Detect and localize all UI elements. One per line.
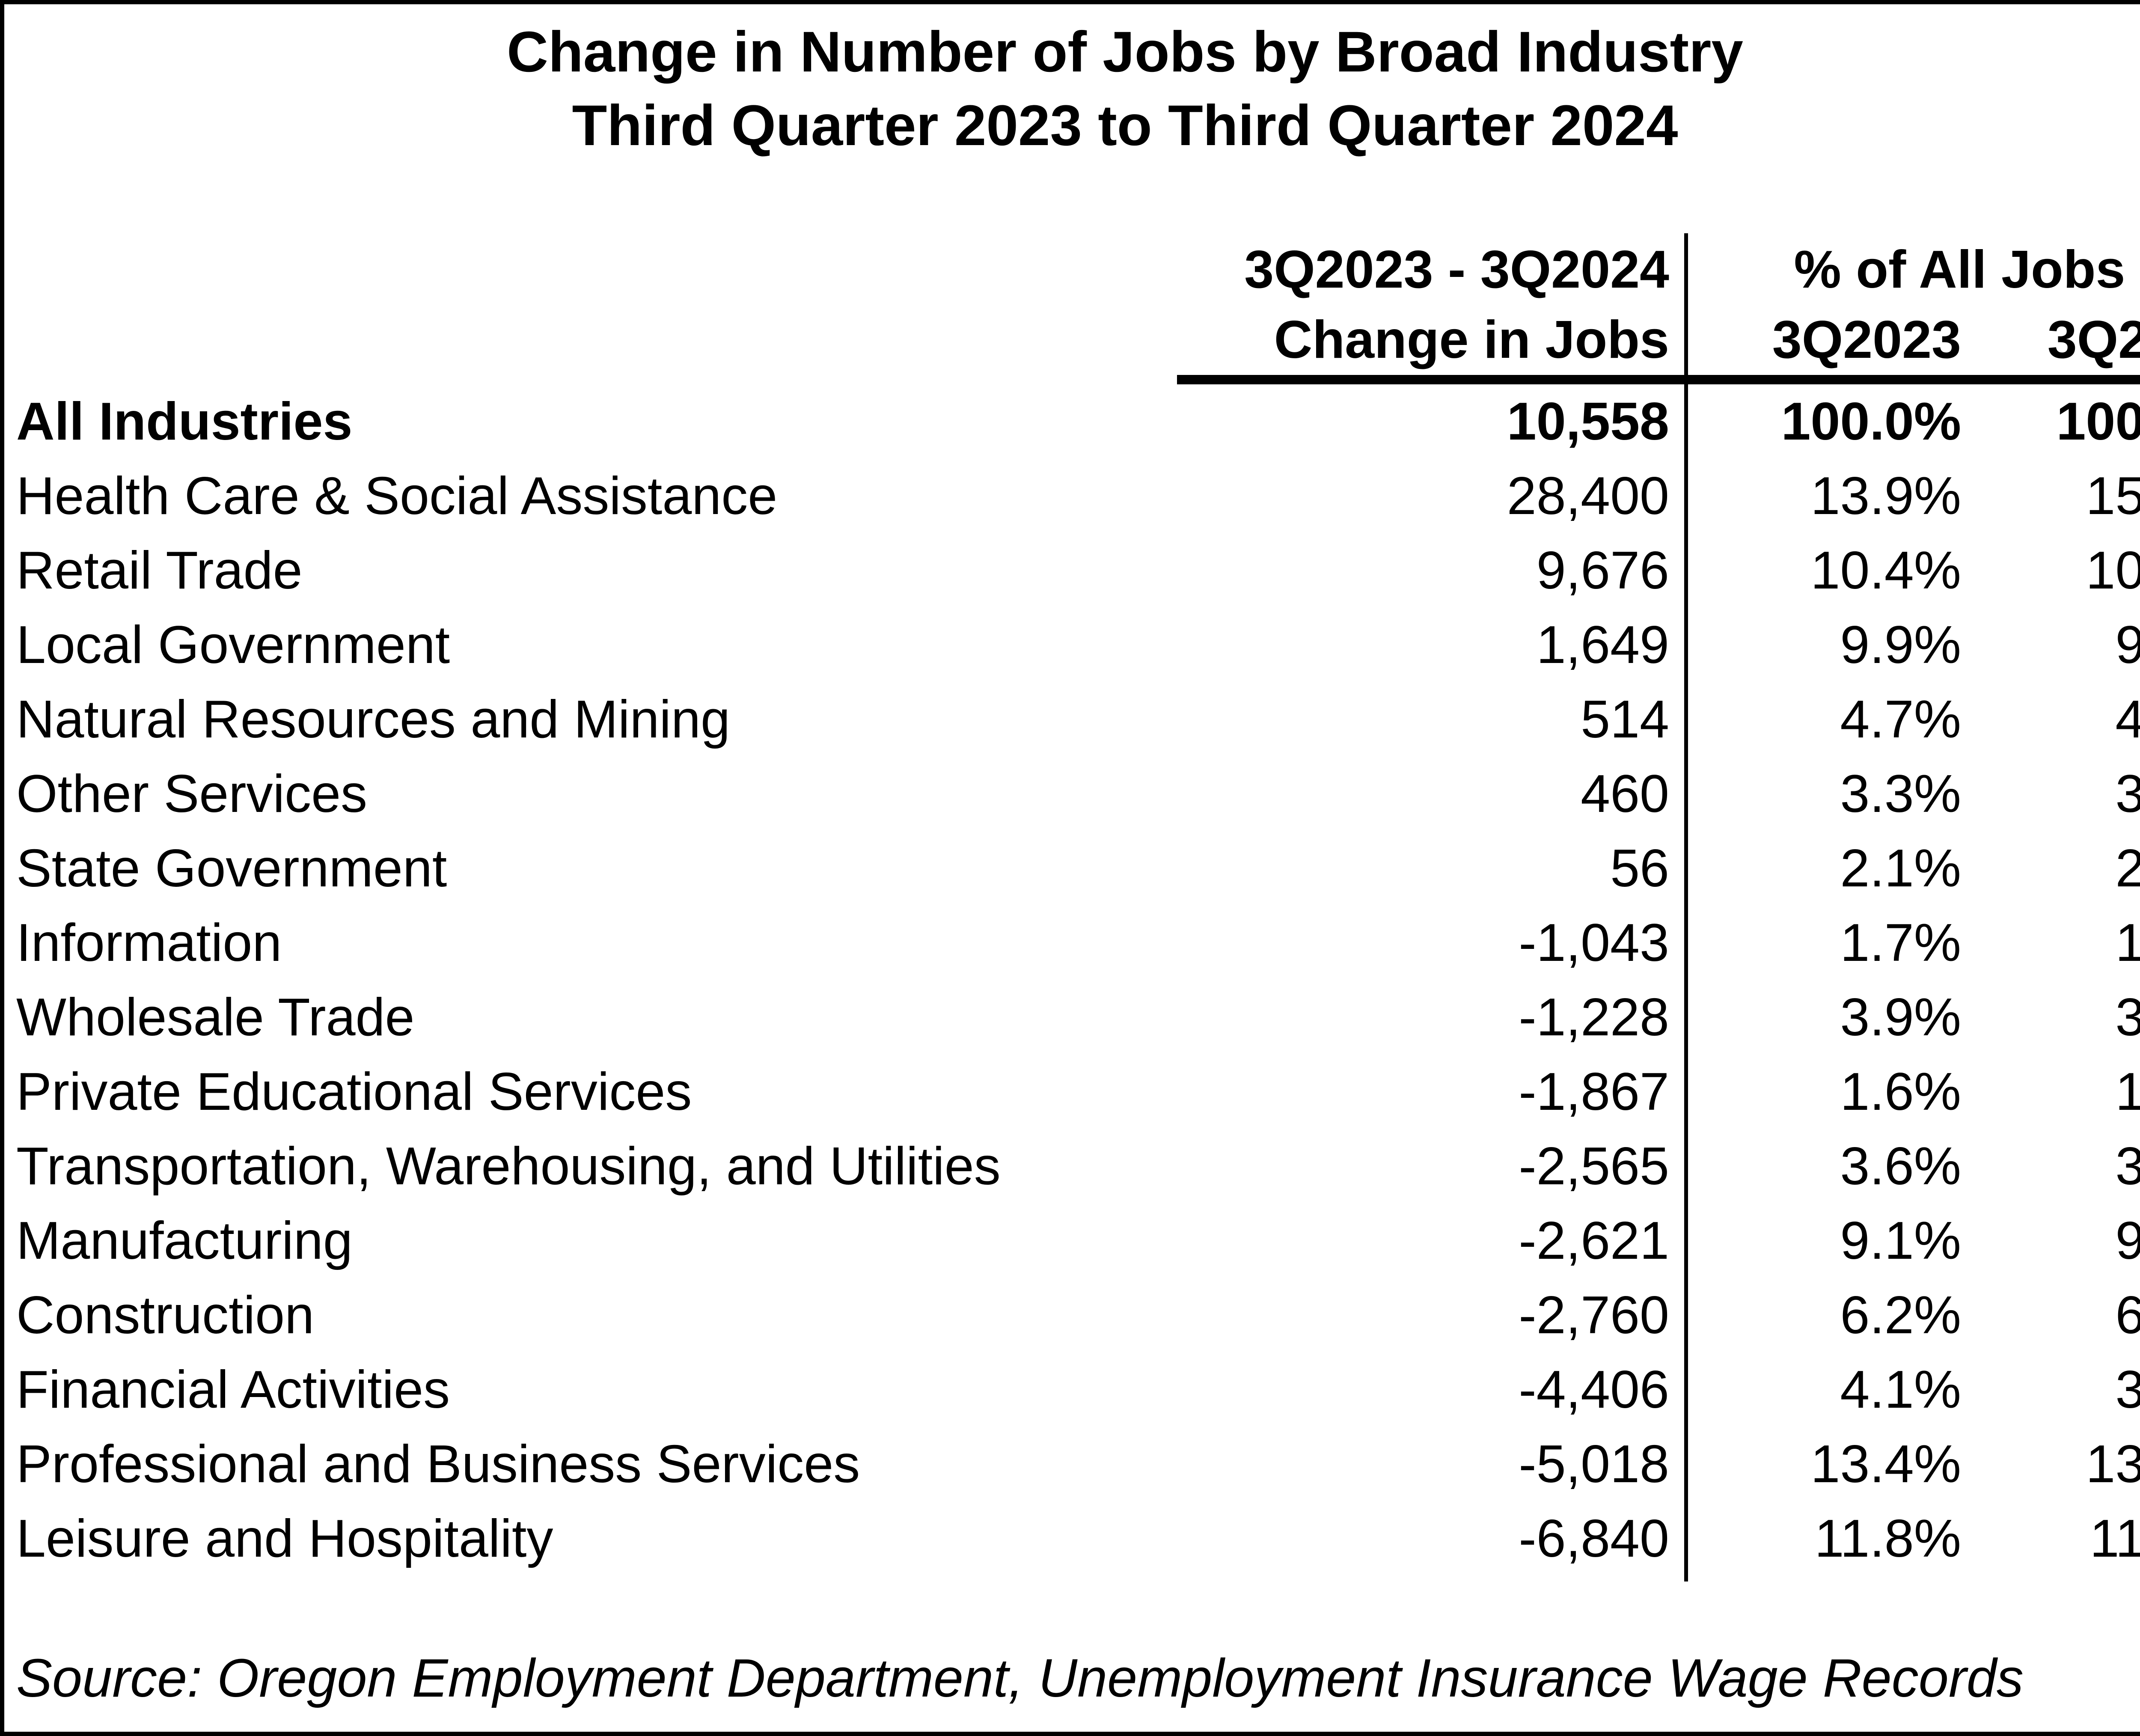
figure-title-line-2: Third Quarter 2023 to Third Quarter 2024 (572, 94, 1678, 158)
pct-2024-value: 15.1% (2086, 467, 2140, 526)
change-value: -6,840 (1519, 1509, 1669, 1568)
change-value: -2,760 (1519, 1286, 1669, 1345)
pct-2024-value: 13.1% (2086, 1435, 2140, 1494)
pct-2024-value: 4.7% (1965, 682, 2140, 757)
industry-label: Health Care & Social Assistance (16, 467, 778, 526)
pct-2023-value: 4.1% (1840, 1360, 1961, 1419)
pct-2023-value: 9.9% (1840, 615, 1961, 675)
table-row: Transportation, Warehousing, and Utiliti… (4, 1129, 2140, 1204)
pct-2023-value: 100.0% (1781, 392, 1961, 451)
change-value: -2,621 (1519, 1211, 1669, 1270)
table-body: All Industries 10,558 100.0% 100.0% Heal… (4, 384, 2140, 1576)
change-value: -1,228 (1519, 988, 1669, 1047)
table-row: Health Care & Social Assistance 28,400 1… (4, 459, 2140, 533)
pct-2024-value: 100.0% (2056, 392, 2140, 451)
column-divider-line (1684, 233, 1688, 1581)
table-row: Financial Activities -4,406 4.1% 3.9% (4, 1353, 2140, 1427)
industry-label: Transportation, Warehousing, and Utiliti… (16, 1137, 1001, 1196)
pct-2023-value: 3.9% (1840, 988, 1961, 1047)
pct-2024-value: 2.1% (1965, 831, 2140, 906)
change-value: -2,565 (1519, 1137, 1669, 1196)
pct-2023-value: 6.2% (1840, 1286, 1961, 1345)
pct-2024-value: 11.5% (2089, 1509, 2140, 1568)
change-value: 460 (1581, 764, 1669, 823)
table-row: Local Government 1,649 9.9% 9.9% (4, 608, 2140, 682)
pct-2024-value: 9.9% (1965, 608, 2140, 682)
pct-2023-value: 1.7% (1840, 913, 1961, 972)
table-header-row-2: Change in Jobs 3Q2023 3Q2024 (4, 305, 2140, 375)
figure-title: Change in Number of Jobs by Broad Indust… (4, 15, 2140, 163)
change-value: 514 (1581, 690, 1669, 749)
header-change-period: 3Q2023 - 3Q2024 (1244, 240, 1669, 299)
table-row: Wholesale Trade -1,228 3.9% 3.8% (4, 980, 2140, 1055)
table-row: Information -1,043 1.7% 1.7% (4, 906, 2140, 980)
change-value: -1,043 (1519, 913, 1669, 972)
change-value: -4,406 (1519, 1360, 1669, 1419)
pct-2024-value: 3.8% (1965, 980, 2140, 1055)
header-change-in-jobs: Change in Jobs (1274, 310, 1669, 369)
table-row: Natural Resources and Mining 514 4.7% 4.… (4, 682, 2140, 757)
change-value: -5,018 (1519, 1435, 1669, 1494)
table-row: Private Educational Services -1,867 1.6%… (4, 1055, 2140, 1129)
industry-label: Financial Activities (16, 1360, 450, 1419)
change-value: 28,400 (1507, 467, 1669, 526)
pct-2023-value: 10.4% (1810, 541, 1961, 600)
pct-2023-value: 1.6% (1840, 1062, 1961, 1121)
table-row: Leisure and Hospitality -6,840 11.8% 11.… (4, 1501, 2140, 1576)
pct-2024-value: 3.5% (1965, 1129, 2140, 1204)
source-note: Source: Oregon Employment Department, Un… (16, 1648, 2024, 1708)
pct-2024-value: 6.1% (1965, 1278, 2140, 1353)
pct-2023-value: 3.6% (1840, 1137, 1961, 1196)
industry-label: Information (16, 913, 282, 972)
change-value: 56 (1610, 839, 1669, 898)
change-value: 1,649 (1536, 615, 1669, 675)
pct-2024-value: 3.3% (1965, 757, 2140, 831)
pct-2023-value: 11.8% (1814, 1509, 1961, 1568)
header-pct-of-all-jobs: % of All Jobs (1794, 240, 2125, 299)
change-value: 9,676 (1536, 541, 1669, 600)
change-value: 10,558 (1507, 392, 1669, 451)
table-row: Retail Trade 9,676 10.4% 10.7% (4, 533, 2140, 608)
change-value: -1,867 (1519, 1062, 1669, 1121)
pct-2024-value: 10.7% (2086, 541, 2140, 600)
header-pct-3q2023: 3Q2023 (1772, 310, 1961, 369)
pct-2024-value: 1.5% (1965, 1055, 2140, 1129)
pct-2023-value: 4.7% (1840, 690, 1961, 749)
table-row: State Government 56 2.1% 2.1% (4, 831, 2140, 906)
pct-2023-value: 9.1% (1840, 1211, 1961, 1270)
pct-2023-value: 2.1% (1840, 839, 1961, 898)
pct-2023-value: 13.9% (1810, 467, 1961, 526)
header-divider-rule (1177, 375, 2140, 384)
header-pct-3q2024: 3Q2024 (2047, 310, 2140, 369)
industry-label: Local Government (16, 615, 450, 675)
industry-label: Retail Trade (16, 541, 303, 600)
industry-label: Manufacturing (16, 1211, 353, 1270)
table-header-row-1: 3Q2023 - 3Q2024 % of All Jobs (4, 235, 2140, 305)
industry-label: Construction (16, 1286, 315, 1345)
pct-2024-value: 1.7% (1965, 906, 2140, 980)
industry-label: Professional and Business Services (16, 1435, 860, 1494)
table-row: Construction -2,760 6.2% 6.1% (4, 1278, 2140, 1353)
pct-2024-value: 9.0% (1965, 1204, 2140, 1278)
pct-2023-value: 3.3% (1840, 764, 1961, 823)
table-header: 3Q2023 - 3Q2024 % of All Jobs Change in … (4, 235, 2140, 375)
table-row: Manufacturing -2,621 9.1% 9.0% (4, 1204, 2140, 1278)
industry-label: Wholesale Trade (16, 988, 415, 1047)
table-row: Professional and Business Services -5,01… (4, 1427, 2140, 1501)
table-row: Other Services 460 3.3% 3.3% (4, 757, 2140, 831)
pct-2023-value: 13.4% (1810, 1435, 1961, 1494)
industry-label: Natural Resources and Mining (16, 690, 730, 749)
industry-label: Other Services (16, 764, 368, 823)
industry-label: State Government (16, 839, 447, 898)
table-row: All Industries 10,558 100.0% 100.0% (4, 384, 2140, 459)
industry-label: Leisure and Hospitality (16, 1509, 553, 1568)
figure-title-line-1: Change in Number of Jobs by Broad Indust… (507, 20, 1743, 84)
industry-label: Private Educational Services (16, 1062, 692, 1121)
pct-2024-value: 3.9% (1965, 1353, 2140, 1427)
industry-label: All Industries (16, 392, 353, 451)
